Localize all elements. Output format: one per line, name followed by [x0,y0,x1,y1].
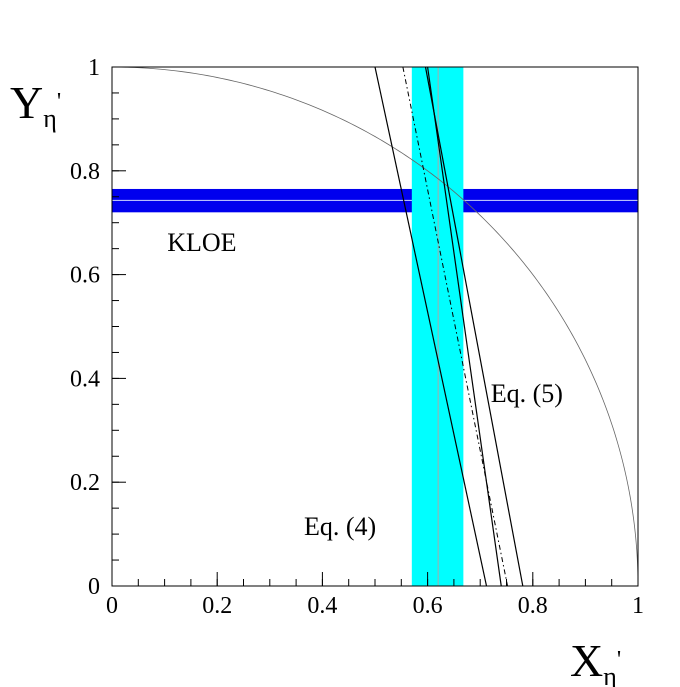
x-tick-label: 0.4 [307,593,337,619]
x-tick-label: 1 [632,593,644,619]
bands-layer [112,67,638,586]
series-line-4 [427,67,502,586]
axes-layer: 0 0.2 0.4 0.6 0.8 1 0 0.2 0.4 0.6 0.8 1 [70,55,644,619]
annotation-label: Eq. (4) [304,512,376,541]
x-tick-label: 0.8 [518,593,548,619]
y-tick-label: 0.8 [70,159,100,185]
series-line-1 [374,67,488,586]
series-line-0 [112,67,638,586]
annotation-label: KLOE [167,228,236,257]
plot-frame [111,66,639,587]
x-axis-label: Xη' [570,635,621,687]
y-tick-label: 0.6 [70,263,100,289]
y-axis-label: Yη' [10,77,61,133]
x-tick-label: 0.2 [202,593,232,619]
series-line-3 [424,67,524,586]
annotation-label: Eq. (5) [491,379,563,408]
series-line-2 [402,67,509,586]
y-tick-label: 1 [88,55,100,81]
annotation-layer: KLOE Eq. (5) Eq. (4) [167,228,563,541]
y-tick-label: 0.2 [70,470,100,496]
x-tick-label: 0.6 [413,593,443,619]
x-tick-label: 0 [106,593,118,619]
series-layer [112,67,638,586]
y-tick-label: 0 [88,574,100,600]
y-tick-label: 0.4 [70,366,100,392]
